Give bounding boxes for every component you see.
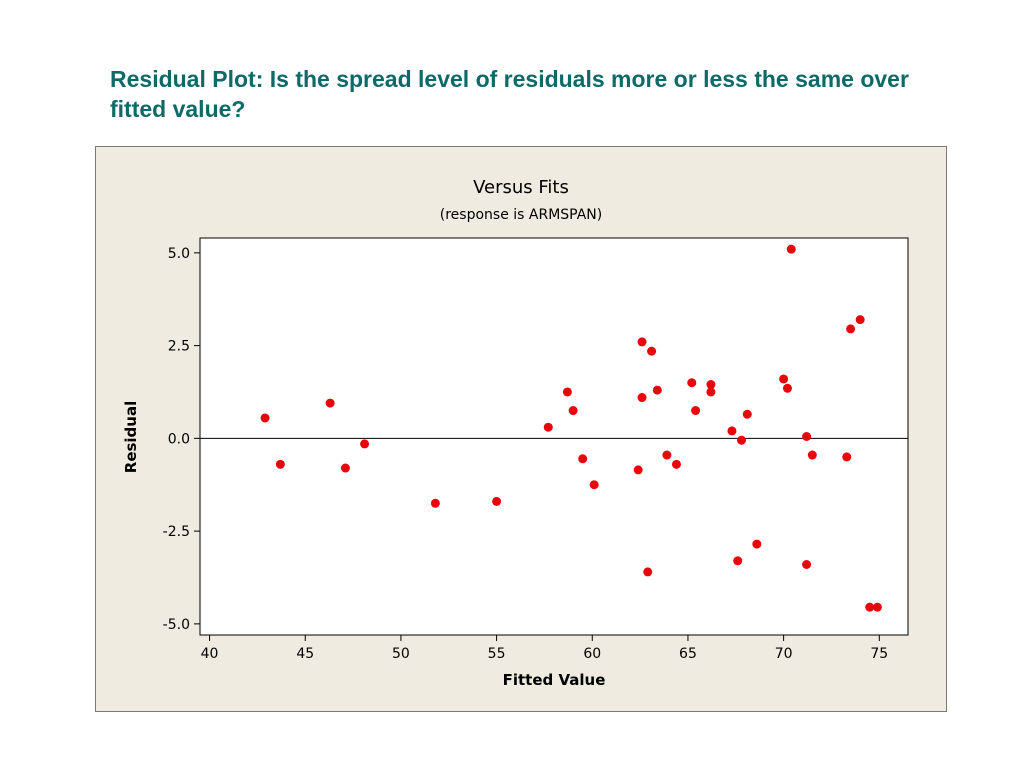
data-point xyxy=(752,539,762,549)
data-point xyxy=(691,406,701,416)
data-point xyxy=(637,337,647,347)
data-point xyxy=(802,432,812,441)
x-axis-label: Fitted Value xyxy=(503,671,606,689)
x-tick-label: 75 xyxy=(870,646,888,662)
data-point xyxy=(637,393,647,403)
data-point xyxy=(589,480,599,490)
data-point xyxy=(779,374,789,384)
data-point xyxy=(786,244,796,254)
data-point xyxy=(846,324,856,334)
chart-panel: Versus Fits (response is ARMSPAN) -5.0 -2… xyxy=(95,146,947,712)
data-point xyxy=(652,385,662,395)
slide-title: Residual Plot: Is the spread level of re… xyxy=(110,66,909,122)
plot-area xyxy=(199,237,909,636)
x-tick-label: 70 xyxy=(775,646,793,662)
data-point xyxy=(865,602,875,612)
x-tick-label: 40 xyxy=(201,646,219,662)
data-point xyxy=(842,452,852,462)
data-point xyxy=(578,454,588,464)
data-point xyxy=(340,463,350,473)
y-tick-label: 0.0 xyxy=(168,431,190,447)
data-point xyxy=(568,406,578,416)
data-points xyxy=(260,244,882,612)
data-point xyxy=(275,459,285,469)
y-axis-label: Residual xyxy=(122,401,140,473)
data-point xyxy=(430,498,440,508)
chart-subtitle: (response is ARMSPAN) xyxy=(440,207,602,223)
x-tick-label: 55 xyxy=(488,646,506,662)
data-point xyxy=(807,450,817,460)
data-point xyxy=(802,560,812,570)
data-point xyxy=(562,387,572,397)
y-tick-label: -5.0 xyxy=(163,617,190,633)
data-point xyxy=(492,496,502,506)
data-point xyxy=(742,409,752,419)
y-tick-label: 5.0 xyxy=(168,246,190,262)
data-point xyxy=(325,398,335,408)
data-point xyxy=(543,422,553,432)
data-point xyxy=(643,567,653,577)
y-axis-ticks: -5.0 -2.5 0.0 2.5 5.0 xyxy=(163,246,200,633)
y-tick-label: -2.5 xyxy=(163,524,190,540)
data-point xyxy=(633,465,643,475)
x-axis-ticks: 40 45 50 55 60 65 70 75 xyxy=(201,635,888,662)
data-point xyxy=(260,413,270,423)
x-tick-label: 50 xyxy=(392,646,410,662)
data-point xyxy=(872,602,882,612)
data-point xyxy=(647,346,657,356)
data-point xyxy=(727,426,737,436)
x-tick-label: 45 xyxy=(296,646,314,662)
data-point xyxy=(733,556,743,566)
data-point xyxy=(706,387,716,397)
x-tick-label: 65 xyxy=(679,646,697,662)
data-point xyxy=(855,315,865,325)
data-point xyxy=(671,459,681,469)
data-point xyxy=(687,378,697,388)
data-point xyxy=(706,380,716,390)
residual-plot: Versus Fits (response is ARMSPAN) -5.0 -2… xyxy=(122,177,909,689)
data-point xyxy=(662,450,672,460)
data-point xyxy=(360,439,370,449)
y-tick-label: 2.5 xyxy=(168,339,190,355)
x-tick-label: 60 xyxy=(583,646,601,662)
data-point xyxy=(737,435,747,445)
chart-title: Versus Fits xyxy=(473,177,569,198)
data-point xyxy=(782,383,792,393)
